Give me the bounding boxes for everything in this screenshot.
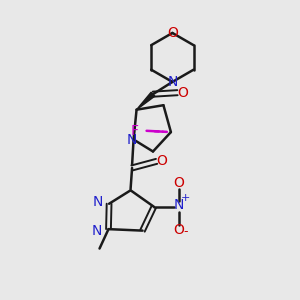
Text: F: F bbox=[131, 124, 139, 138]
Text: N: N bbox=[127, 133, 137, 146]
Text: O: O bbox=[157, 154, 167, 168]
Text: O: O bbox=[167, 26, 178, 40]
Text: N: N bbox=[92, 195, 103, 209]
Text: O: O bbox=[173, 223, 184, 237]
Text: O: O bbox=[177, 86, 188, 100]
Text: -: - bbox=[183, 225, 188, 238]
Text: +: + bbox=[181, 194, 190, 203]
Text: O: O bbox=[173, 176, 184, 190]
Text: N: N bbox=[92, 224, 102, 238]
Text: N: N bbox=[174, 198, 184, 212]
Text: N: N bbox=[167, 75, 178, 89]
Polygon shape bbox=[136, 92, 155, 110]
